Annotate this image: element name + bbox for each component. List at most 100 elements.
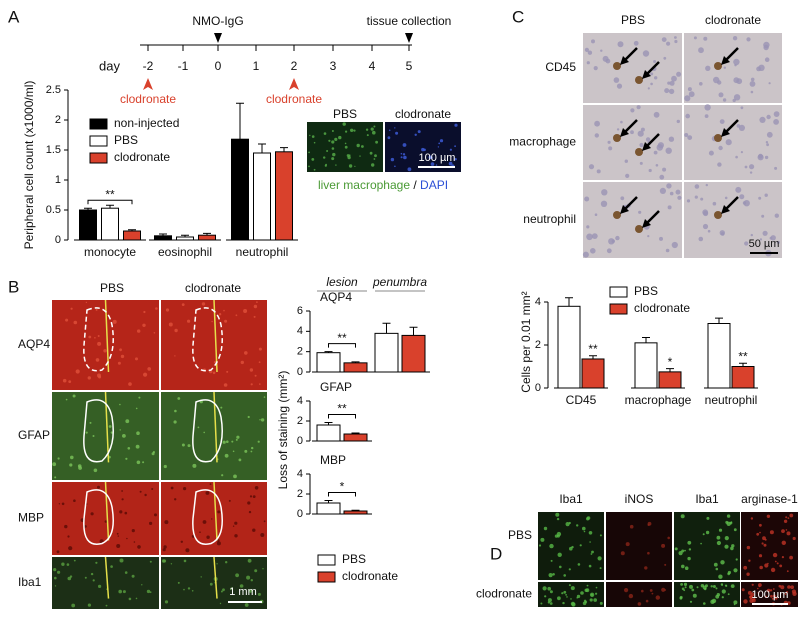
micrograph-speckle	[238, 458, 242, 462]
micrograph-speckle	[124, 511, 128, 515]
micrograph-speckle	[152, 451, 155, 454]
micrograph-speckle	[61, 502, 65, 506]
micrograph-speckle	[665, 147, 672, 154]
y-tick-label: 2	[55, 114, 61, 126]
micrograph-speckle	[662, 167, 667, 172]
micrograph-speckle	[147, 367, 151, 371]
micrograph-speckle	[407, 167, 412, 172]
micrograph-speckle	[209, 582, 213, 586]
micrograph-speckle	[390, 157, 395, 162]
micrograph-speckle	[122, 590, 126, 594]
timeline-day: 1	[253, 59, 260, 73]
error-bar	[351, 361, 360, 363]
micrograph-speckle	[309, 134, 311, 137]
micrograph-speckle	[53, 568, 57, 572]
micrograph-speckle	[187, 319, 191, 323]
micrograph-speckle	[740, 106, 744, 110]
micrograph-speckle	[773, 111, 780, 117]
micrograph-speckle	[733, 528, 737, 532]
micrograph-speckle	[224, 319, 228, 323]
track-line	[104, 556, 110, 599]
micrograph-speckle	[608, 146, 613, 151]
micrograph-speckle	[75, 369, 80, 374]
micrograph-speckle	[136, 431, 140, 436]
stained-cell	[714, 211, 722, 219]
bar	[658, 371, 682, 389]
stained-cell	[613, 134, 621, 142]
micrograph-speckle	[692, 593, 697, 598]
significance-bracket	[328, 414, 356, 419]
micrograph-speckle	[616, 83, 623, 89]
micrograph-speckle	[128, 382, 132, 386]
micrograph-speckle	[133, 541, 136, 543]
micrograph-speckle	[751, 583, 754, 586]
inset-column: clodronate	[395, 107, 451, 121]
significance: **	[105, 187, 115, 201]
micrograph-speckle	[263, 396, 266, 398]
micrograph-speckle	[97, 485, 100, 489]
micrograph-speckle	[667, 205, 672, 210]
micrograph-speckle	[656, 144, 664, 151]
micrograph-speckle	[98, 584, 102, 589]
error-bar	[324, 500, 333, 503]
micrograph-speckle	[254, 374, 257, 377]
micrograph-speckle	[713, 562, 718, 567]
micrograph-speckle	[202, 520, 207, 524]
micrograph-speckle	[78, 466, 82, 470]
micrograph-speckle	[766, 114, 771, 120]
micrograph-speckle	[723, 66, 726, 69]
y-tick-label: 0.5	[46, 204, 61, 216]
timeline-event: NMO-IgG	[192, 14, 243, 28]
micrograph-speckle	[748, 559, 751, 562]
micrograph-speckle	[87, 603, 91, 607]
micrograph-speckle	[746, 37, 751, 42]
micrograph-speckle	[759, 116, 766, 123]
micrograph-speckle	[154, 513, 157, 517]
micrograph-speckle	[761, 214, 765, 218]
micrograph-speckle	[548, 573, 553, 578]
micrograph-speckle	[402, 143, 407, 147]
micrograph-speckle	[211, 320, 213, 323]
micrograph-speckle	[601, 189, 608, 196]
micrograph-speckle	[254, 486, 259, 490]
micrograph-speckle	[720, 560, 725, 565]
y-tick-label: 4	[535, 296, 541, 308]
micrograph-speckle	[707, 229, 711, 233]
micrograph-speckle	[584, 588, 588, 592]
micrograph-speckle	[428, 155, 433, 160]
micrograph-speckle	[137, 545, 141, 549]
micrograph-speckle	[90, 512, 94, 516]
micrograph-speckle	[151, 488, 154, 490]
micrograph-speckle	[720, 583, 724, 586]
micrograph-speckle	[244, 603, 249, 607]
micrograph-speckle	[104, 520, 108, 523]
micrograph-speckle	[260, 533, 265, 537]
legend-label: clodronate	[342, 569, 398, 583]
micrograph-speckle	[209, 483, 212, 485]
micrograph-speckle	[750, 77, 755, 82]
micrograph-speckle	[439, 139, 444, 143]
bar	[401, 334, 426, 373]
micrograph-speckle	[146, 589, 151, 594]
bar	[253, 152, 271, 241]
micrograph-speckle	[740, 151, 744, 154]
image-column: Iba1	[559, 492, 583, 506]
micrograph-speckle	[765, 141, 769, 144]
inset-column: PBS	[333, 107, 357, 121]
y-tick-label: 4	[297, 325, 303, 337]
significance: *	[340, 480, 345, 494]
micrograph-speckle	[373, 125, 376, 128]
micrograph-speckle	[630, 130, 634, 135]
micrograph-speckle	[722, 98, 727, 102]
micrograph-speckle	[250, 450, 253, 453]
bar	[557, 305, 581, 389]
micrograph-speckle	[387, 136, 391, 140]
significance: **	[337, 402, 347, 416]
micrograph-speckle	[67, 535, 70, 538]
error-bar	[565, 297, 573, 307]
micrograph-speckle	[750, 517, 754, 520]
significance-bracket	[328, 492, 356, 497]
micrograph-speckle	[644, 566, 648, 570]
micrograph-speckle	[661, 37, 667, 42]
micrograph-speckle	[423, 148, 426, 152]
